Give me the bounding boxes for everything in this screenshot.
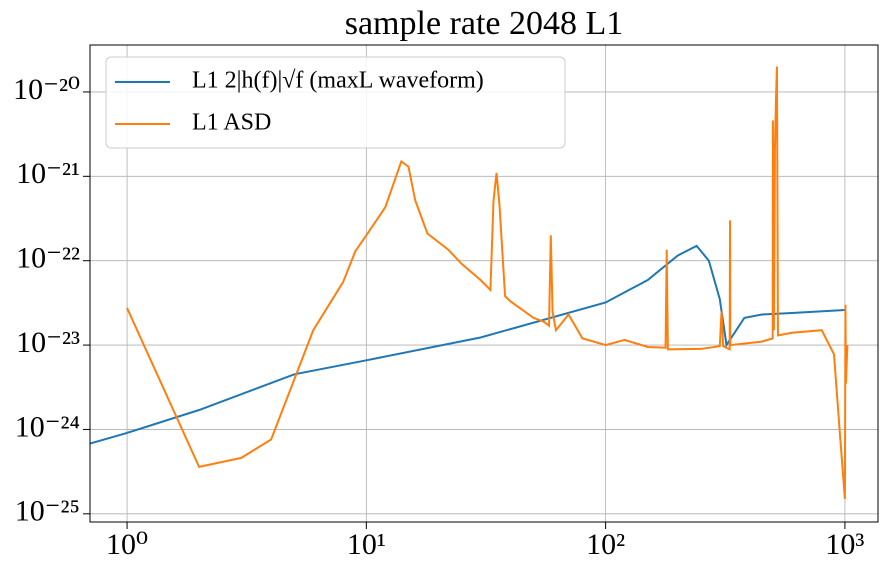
y-tick-label: 10⁻²⁰	[13, 73, 80, 106]
plot-frame	[89, 44, 879, 523]
legend-label: L1 ASD	[192, 110, 271, 136]
x-tick-label: 10²	[586, 528, 625, 561]
y-tick-label: 10⁻²⁵	[15, 495, 80, 528]
x-tick-label: 10⁰	[106, 528, 148, 561]
y-tick-label: 10⁻²¹	[16, 157, 80, 190]
line-series	[126, 66, 849, 500]
x-tick-label: 10¹	[347, 528, 386, 561]
legend-box	[105, 56, 566, 149]
x-tick-label: 10³	[825, 528, 864, 561]
chart-title: sample rate 2048 L1	[345, 5, 624, 42]
y-tick-label: 10⁻²³	[16, 326, 80, 359]
legend-label: L1 2|h(f)|√f (maxL waveform)	[192, 68, 484, 94]
line-series	[90, 244, 845, 445]
y-tick-label: 10⁻²²	[16, 242, 80, 275]
y-tick-label: 10⁻²⁴	[15, 410, 80, 443]
